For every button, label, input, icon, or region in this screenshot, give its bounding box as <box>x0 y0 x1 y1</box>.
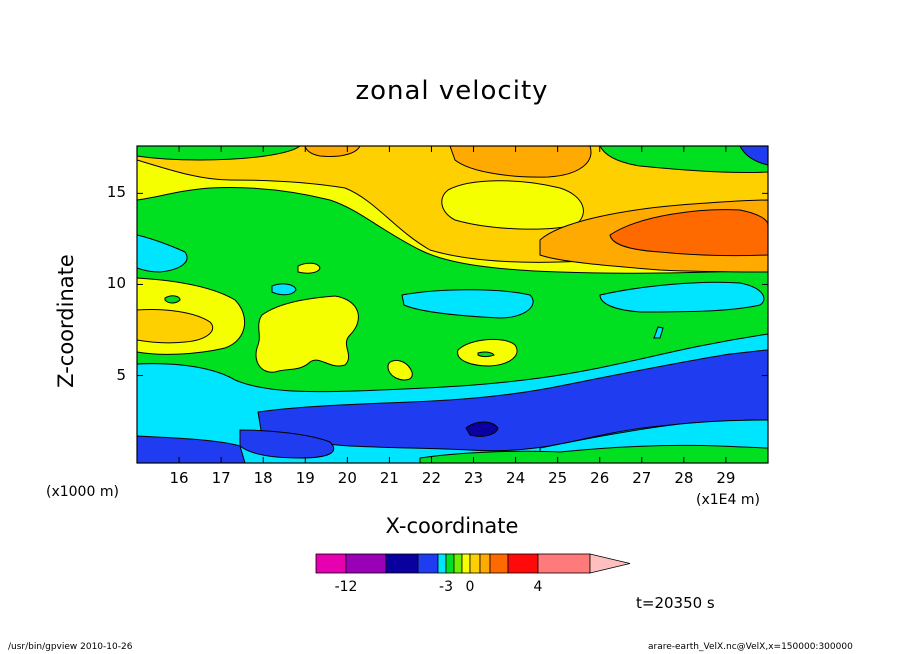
field-orange-top-left <box>304 146 361 157</box>
colorbar-swatch <box>315 553 347 574</box>
colorbar-swatch <box>461 553 471 574</box>
colorbar-tick-label: 4 <box>533 579 543 595</box>
field-cyan-right <box>599 281 765 313</box>
field-orange-top <box>449 146 592 178</box>
x-tick-label: 26 <box>590 469 610 487</box>
colorbar-swatch <box>489 553 509 574</box>
colorbar-swatch <box>345 553 387 574</box>
x-axis <box>178 146 727 463</box>
field-blue-bottom <box>137 435 246 463</box>
colorbar <box>315 553 631 574</box>
x-tick-label: 17 <box>211 469 231 487</box>
colorbar-swatch <box>537 553 591 574</box>
x-tick-label: 28 <box>674 469 694 487</box>
x-tick-label: 21 <box>379 469 399 487</box>
colorbar-tick-label: -3 <box>439 579 453 595</box>
footer-left: /usr/bin/gpview 2010-10-26 <box>8 642 133 652</box>
field-yellow-center <box>255 295 359 373</box>
field-blue-corner <box>739 146 768 166</box>
x-tick-label: 20 <box>337 469 357 487</box>
contour-fields <box>137 146 768 463</box>
x-axis-label: X-coordinate <box>385 514 519 538</box>
field-blue-bottom2 <box>239 429 335 459</box>
field-yellow-blob <box>297 262 321 274</box>
field-cyan-small <box>271 283 297 296</box>
colorbar-swatch <box>417 553 439 574</box>
colorbar-swatch <box>453 553 463 574</box>
y-axis <box>137 192 768 377</box>
colorbar-swatch <box>385 553 419 574</box>
colorbar-swatch <box>437 553 447 574</box>
x-tick-label: 18 <box>253 469 273 487</box>
field-green-pocket <box>164 295 181 304</box>
chart-title: zonal velocity <box>355 76 549 106</box>
x-tick-label: 29 <box>716 469 736 487</box>
field-deep-orange <box>609 209 768 257</box>
colorbar-tick-label: 0 <box>465 579 475 595</box>
y-tick-label: 10 <box>106 274 126 293</box>
field-cyan-tick <box>653 326 664 339</box>
field-deep-blue <box>465 421 499 437</box>
y-tick-label: 5 <box>116 365 126 384</box>
colorbar-tick-label: -12 <box>334 579 358 595</box>
x-tick-label: 27 <box>632 469 652 487</box>
x-tick-label: 25 <box>548 469 568 487</box>
x-tick-label: 16 <box>169 469 189 487</box>
field-yellow-small <box>387 359 413 381</box>
x-scale-label: (x1E4 m) <box>696 492 760 508</box>
colorbar-swatch <box>469 553 481 574</box>
footer-right: arare-earth_VelX.nc@VelX,x=150000:300000 <box>648 642 853 652</box>
field-green-bottom <box>419 444 768 463</box>
colorbar-extend-arrow <box>589 553 631 574</box>
field-cyan-left <box>137 234 188 273</box>
x-tick-label: 23 <box>463 469 484 487</box>
field-green-top-right <box>599 146 768 174</box>
y-axis-label: Z-coordinate <box>54 254 78 388</box>
plot-frame <box>136 145 769 464</box>
field-green-pocket2 <box>477 351 495 357</box>
field-green-top-left <box>137 146 301 161</box>
colorbar-swatch <box>479 553 491 574</box>
time-label: t=20350 s <box>636 594 715 612</box>
colorbar-swatch <box>445 553 455 574</box>
x-tick-label: 22 <box>421 469 441 487</box>
x-unit-label: (x1000 m) <box>46 484 119 500</box>
colorbar-swatch <box>507 553 539 574</box>
x-tick-label: 24 <box>506 469 526 487</box>
y-tick-label: 15 <box>106 183 126 202</box>
field-gold-left <box>137 309 214 344</box>
field-cyan-mid <box>401 289 534 319</box>
x-tick-label: 19 <box>295 469 315 487</box>
